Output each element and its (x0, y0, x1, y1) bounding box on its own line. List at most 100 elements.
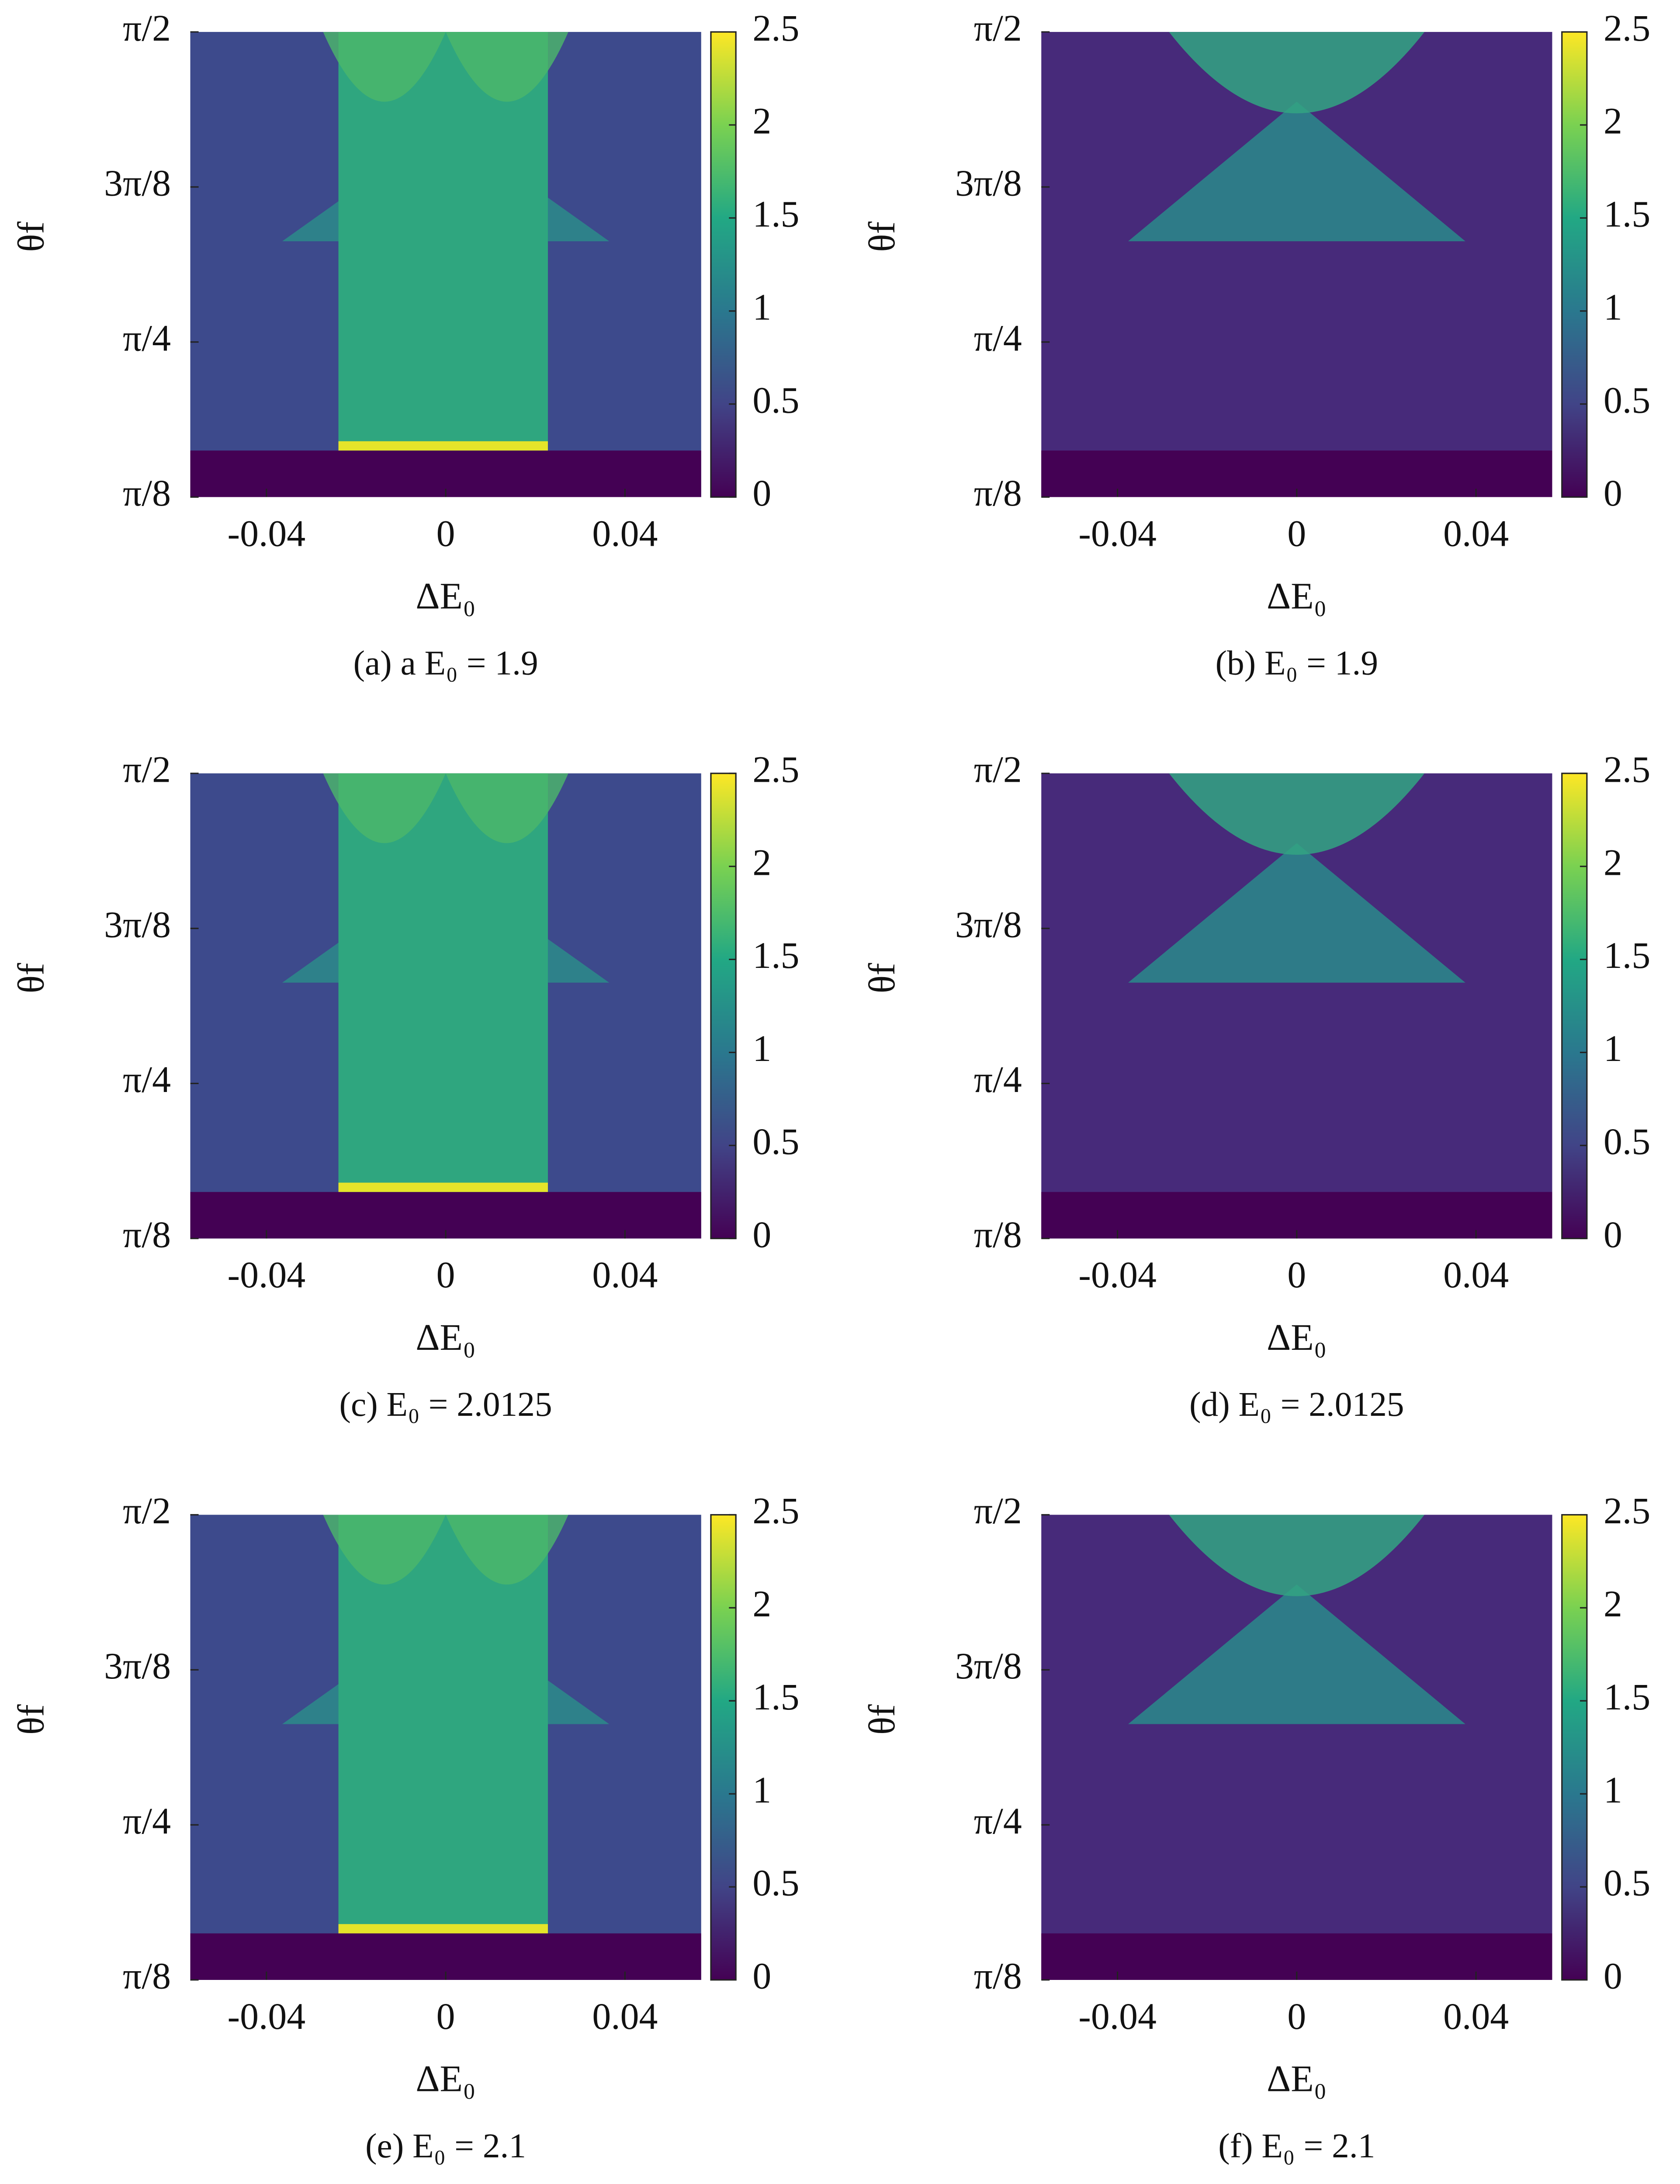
triangle (1128, 843, 1465, 983)
colorbar-tick-label: 1 (1604, 1028, 1622, 1069)
y-tick-label: 3π/8 (104, 904, 171, 945)
top-lobes (323, 773, 568, 843)
y-tick-label: π/8 (974, 1955, 1022, 1997)
y-tick-label: π/4 (974, 1800, 1022, 1842)
triangle (1128, 101, 1465, 242)
x-tick-label: 0.04 (592, 513, 658, 554)
colorbar-tick-label: 0 (752, 1955, 771, 1997)
caption: (b) E₀ = 1.9 (1216, 644, 1378, 682)
y-tick-label: π/4 (123, 1800, 171, 1842)
x-tick-label: 0 (1287, 1996, 1306, 2037)
y-tick-label: π/4 (123, 317, 171, 359)
dense-band (338, 773, 548, 1192)
top-cup (1169, 1515, 1425, 1596)
x-axis-label: ΔE₀ (1267, 575, 1327, 617)
bright-edge (338, 1182, 548, 1192)
x-axis-label: ΔE₀ (416, 2058, 475, 2100)
x-tick-label: -0.04 (228, 513, 306, 554)
colorbar-tick-label: 1 (1604, 286, 1622, 328)
colorbar-tick-label: 2 (1604, 842, 1622, 883)
y-axis-label: θf (10, 1704, 52, 1735)
y-axis-label: θf (861, 963, 903, 993)
y-tick-label: π/4 (974, 1059, 1022, 1100)
x-tick-label: 0.04 (1443, 1996, 1509, 2037)
top-cup (1169, 32, 1425, 114)
colorbar-tick-label: 1 (752, 1769, 771, 1811)
bright-edge (338, 441, 548, 451)
x-tick-label: 0.04 (1443, 1254, 1509, 1296)
colorbar-tick-label: 2 (1604, 1583, 1622, 1625)
x-axis-label: ΔE₀ (416, 1317, 475, 1358)
x-tick-label: 0 (436, 513, 455, 554)
top-cup (1169, 773, 1425, 855)
y-axis-label: θf (861, 221, 903, 252)
x-tick-label: 0 (1287, 513, 1306, 554)
colorbar-tick-label: 2.5 (1604, 7, 1650, 49)
y-axis-label: θf (861, 1704, 903, 1735)
colorbar (710, 773, 737, 1239)
y-tick-label: π/2 (974, 1490, 1022, 1532)
colorbar-tick-label: 0 (752, 1214, 771, 1255)
top-lobes (323, 1515, 568, 1585)
y-axis-label: θf (10, 963, 52, 993)
colorbar-tick-label: 1 (752, 286, 771, 328)
x-tick-label: -0.04 (228, 1254, 306, 1296)
y-tick-label: π/2 (123, 749, 171, 790)
colorbar-tick-label: 0 (1604, 1214, 1622, 1255)
y-tick-label: π/8 (974, 1214, 1022, 1255)
colorbar (710, 31, 737, 498)
colorbar-tick-label: 2 (752, 101, 771, 142)
x-tick-label: 0 (1287, 1254, 1306, 1296)
colorbar (710, 1514, 737, 1981)
colorbar-tick-label: 2.5 (752, 749, 799, 790)
x-axis-label: ΔE₀ (1267, 2058, 1327, 2100)
colorbar-tick-label: 0 (1604, 1955, 1622, 1997)
dense-band (338, 1515, 548, 1934)
x-tick-label: 0.04 (1443, 513, 1509, 554)
x-tick-label: 0 (436, 1996, 455, 2037)
dense-band (338, 32, 548, 451)
caption: (c) E₀ = 2.0125 (339, 1385, 552, 1424)
colorbar-tick-label: 1.5 (1604, 194, 1650, 235)
x-tick-label: -0.04 (1078, 1254, 1157, 1296)
y-tick-label: π/2 (974, 749, 1022, 790)
colorbar (1561, 31, 1588, 498)
caption: (a) a E₀ = 1.9 (353, 644, 538, 682)
colorbar-tick-label: 0.5 (1604, 1121, 1650, 1162)
y-tick-label: π/2 (123, 1490, 171, 1532)
y-tick-label: π/2 (123, 7, 171, 49)
colorbar-tick-label: 2.5 (1604, 749, 1650, 790)
y-tick-label: π/8 (123, 1955, 171, 1997)
y-tick-label: 3π/8 (955, 163, 1022, 204)
colorbar-tick-label: 1.5 (1604, 1676, 1650, 1718)
colorbar-tick-label: 1 (1604, 1769, 1622, 1811)
caption: (e) E₀ = 2.1 (365, 2127, 526, 2165)
colorbar-tick-label: 2.5 (752, 7, 799, 49)
y-tick-label: π/4 (974, 317, 1022, 359)
colorbar-tick-label: 0.5 (752, 379, 799, 421)
caption: (f) E₀ = 2.1 (1218, 2127, 1375, 2165)
x-tick-label: -0.04 (1078, 513, 1157, 554)
x-tick-label: 0 (436, 1254, 455, 1296)
colorbar-tick-label: 1 (752, 1028, 771, 1069)
colorbar-tick-label: 1.5 (752, 194, 799, 235)
colorbar-tick-label: 2 (752, 842, 771, 883)
y-tick-label: π/8 (123, 1214, 171, 1255)
y-tick-label: 3π/8 (955, 1645, 1022, 1687)
y-tick-label: π/8 (974, 472, 1022, 514)
colorbar-tick-label: 1.5 (752, 935, 799, 976)
y-tick-label: 3π/8 (955, 904, 1022, 945)
x-tick-label: -0.04 (1078, 1996, 1157, 2037)
x-axis-label: ΔE₀ (1267, 1317, 1327, 1358)
x-tick-label: 0.04 (592, 1996, 658, 2037)
triangle (1128, 1584, 1465, 1724)
colorbar-tick-label: 0 (752, 472, 771, 514)
y-tick-label: 3π/8 (104, 1645, 171, 1687)
colorbar-tick-label: 2 (1604, 101, 1622, 142)
colorbar-tick-label: 1.5 (752, 1676, 799, 1718)
y-axis-label: θf (10, 221, 52, 252)
colorbar-tick-label: 1.5 (1604, 935, 1650, 976)
y-tick-label: π/8 (123, 472, 171, 514)
colorbar-tick-label: 0.5 (1604, 1862, 1650, 1904)
